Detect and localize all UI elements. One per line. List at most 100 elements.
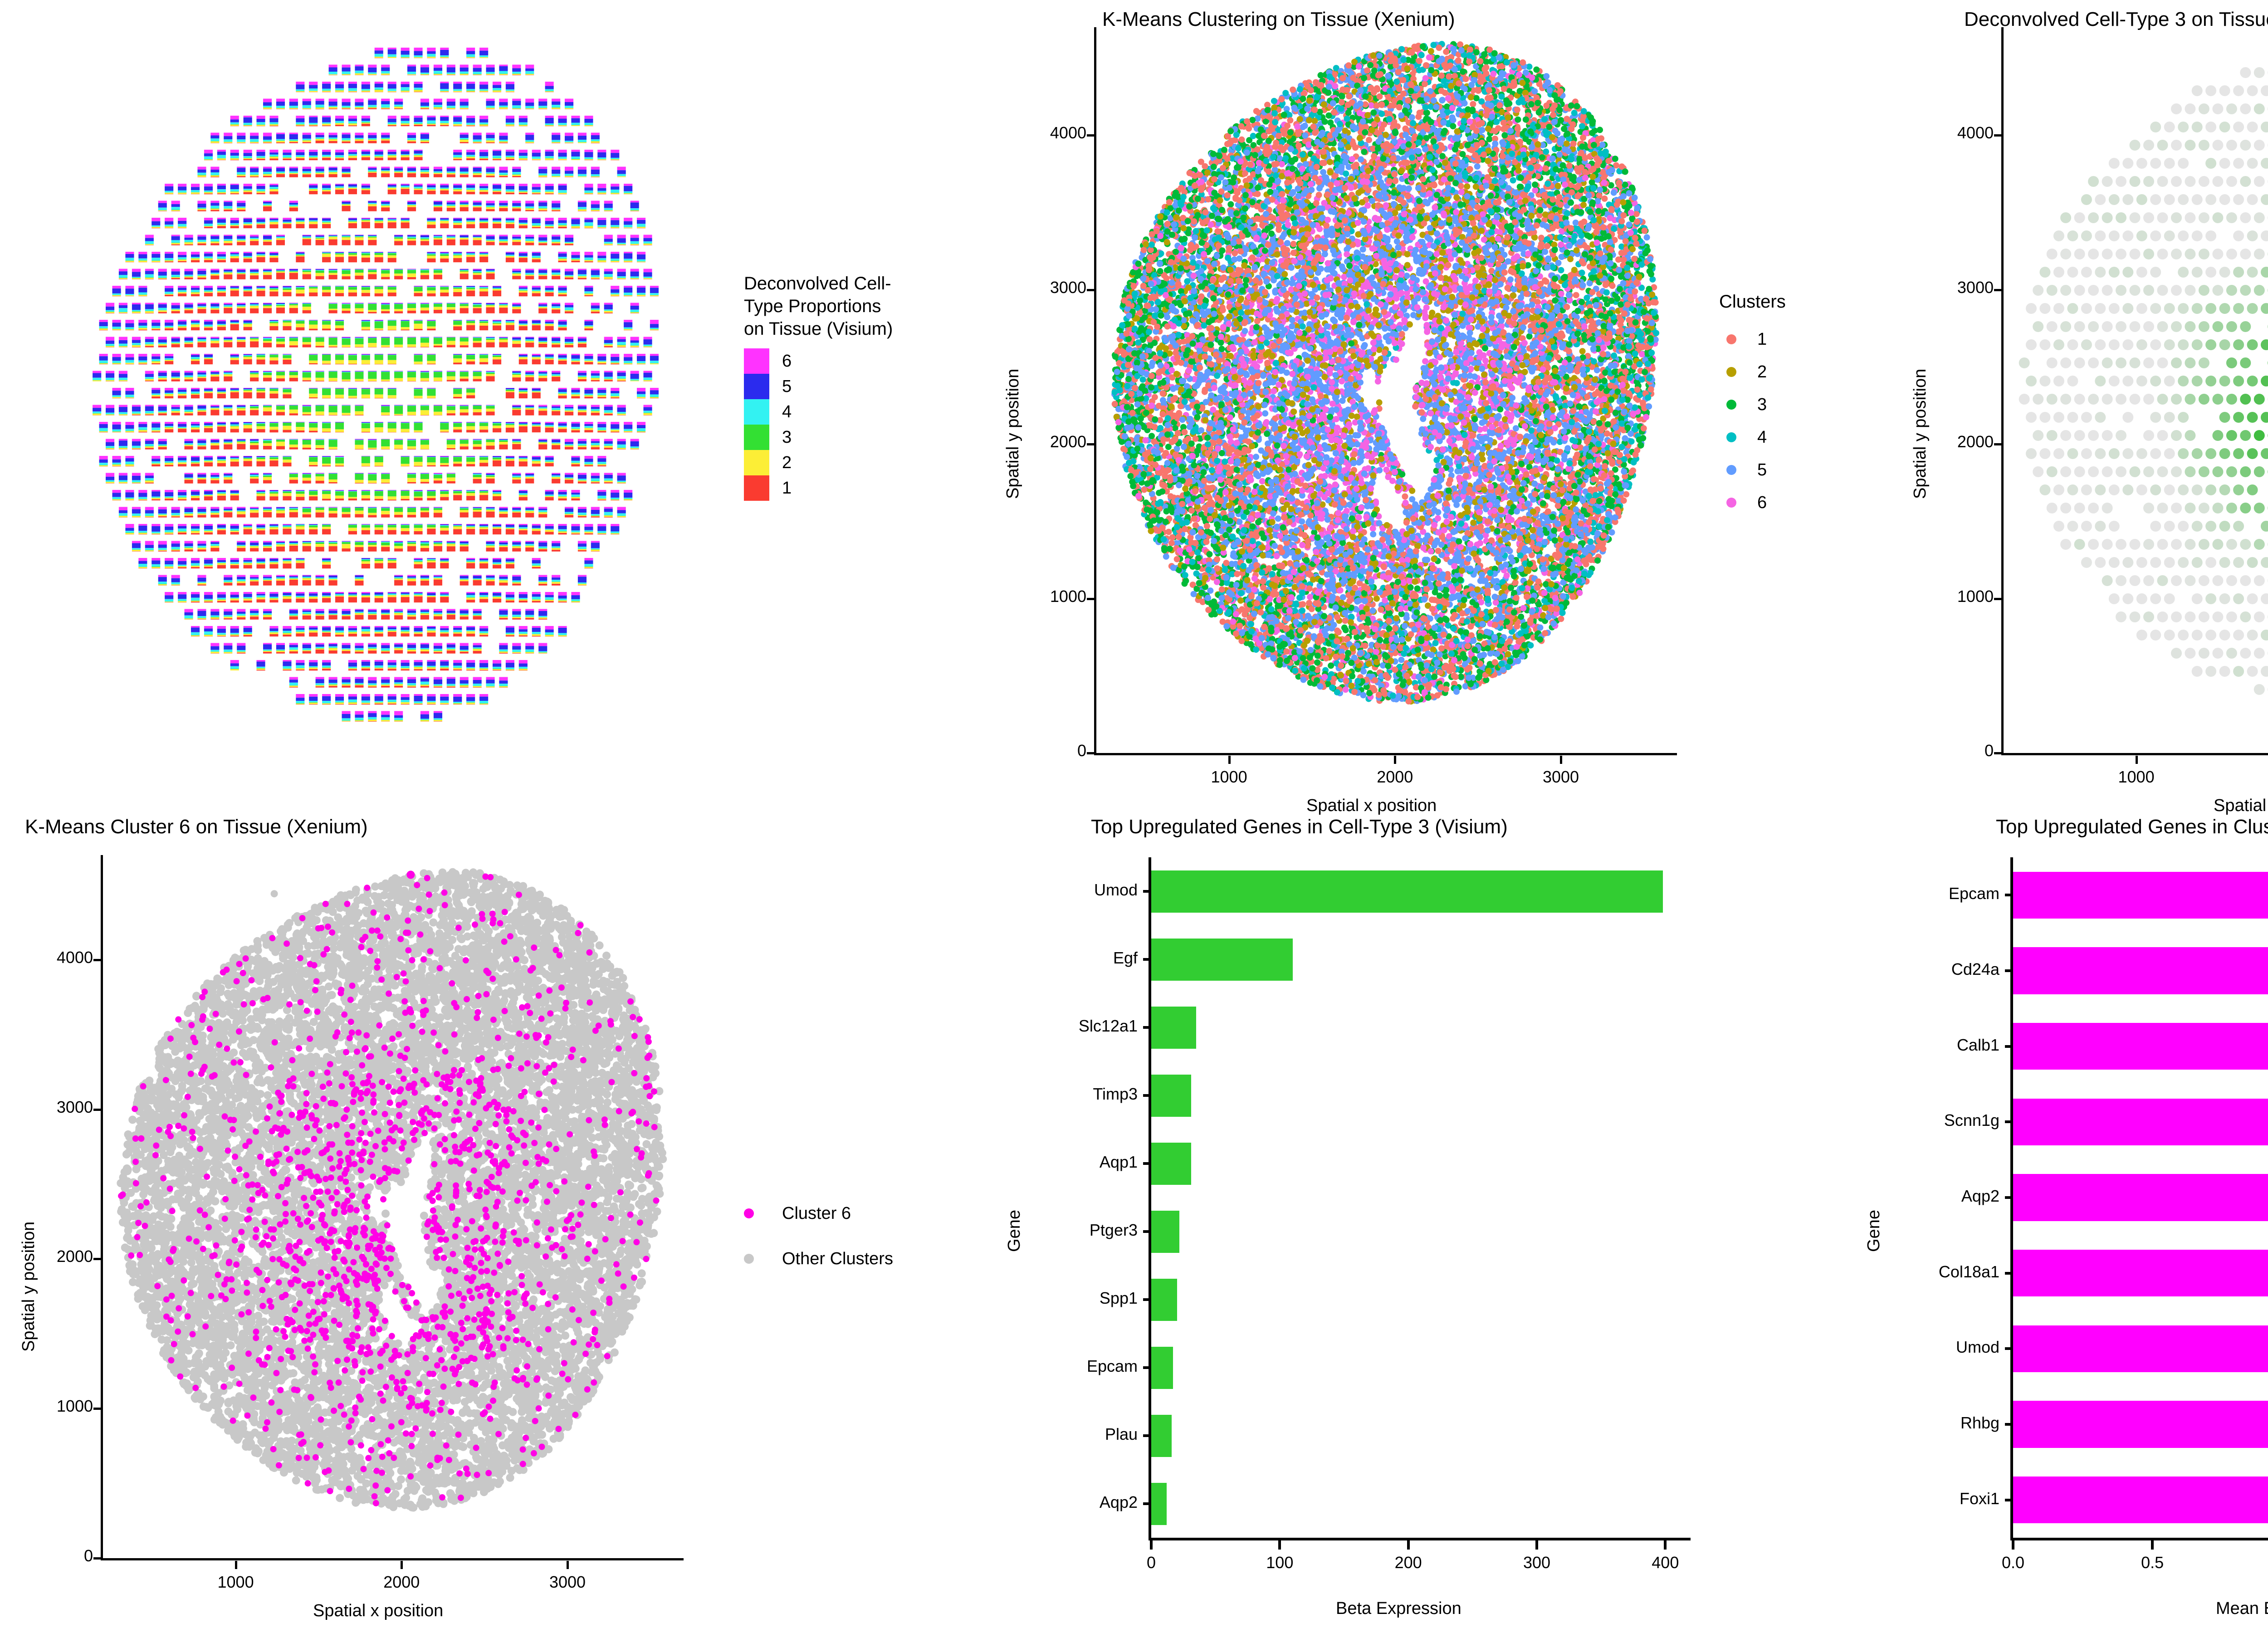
- gene-tick-mark: [1143, 1026, 1151, 1029]
- cluster6-legend-item[interactable]: Other Clusters: [744, 1236, 893, 1281]
- genes-xenium-y-axis-label: Gene: [1864, 1210, 1884, 1252]
- genes-xenium-x-axis-label: Mean Expression Difference: [2216, 1599, 2268, 1618]
- cluster-legend-item[interactable]: 5: [1719, 454, 1819, 486]
- celltype3-spot-scatter: [2019, 67, 2268, 695]
- y-tick-mark: [1087, 597, 1094, 600]
- cluster-legend-item[interactable]: 1: [1719, 323, 1819, 356]
- x-tick-label: 1.0: [2242, 1553, 2268, 1572]
- proportions-legend-item[interactable]: 5: [744, 374, 898, 399]
- proportions-legend-item[interactable]: 4: [744, 399, 898, 425]
- proportions-legend-item[interactable]: 6: [744, 348, 898, 374]
- gene-axis-label: Spp1: [970, 1289, 1138, 1308]
- gene-axis-label: Umod: [1832, 1338, 1999, 1357]
- gene-axis-label: Cd24a: [1832, 960, 1999, 979]
- y-tick-mark: [93, 1408, 101, 1410]
- kmeans-x-axis-label: Spatial x position: [1306, 796, 1437, 816]
- genes-xenium-y-axis-line: [2010, 857, 2013, 1540]
- y-tick-label: 4000: [1921, 123, 1994, 142]
- gene-axis-label: Umod: [970, 880, 1138, 900]
- gene-tick-mark: [2005, 1120, 2013, 1124]
- y-tick-label: 2000: [1014, 432, 1086, 451]
- x-tick-mark: [1394, 756, 1397, 764]
- gene-tick-mark: [1143, 1366, 1151, 1369]
- color-swatch-icon: [744, 475, 769, 501]
- x-tick-mark: [1535, 1540, 1538, 1550]
- proportions-legend-item[interactable]: 2: [744, 450, 898, 475]
- x-tick-mark: [1150, 1540, 1153, 1550]
- y-tick-mark: [1994, 752, 2001, 754]
- color-swatch-icon: [744, 450, 769, 475]
- gene-tick-mark: [1143, 1502, 1151, 1505]
- bar: [1151, 938, 1293, 981]
- panel-celltype3-visium: Deconvolved Cell-Type 3 on Tissue (Visiu…: [1814, 0, 2268, 815]
- gene-axis-label: Col18a1: [1832, 1262, 1999, 1281]
- gene-axis-label: Calb1: [1832, 1036, 1999, 1055]
- gene-tick-mark: [2005, 1271, 2013, 1275]
- bar: [1151, 1278, 1177, 1321]
- gene-tick-mark: [2005, 1423, 2013, 1426]
- cluster-color-dot-icon: [1726, 367, 1736, 377]
- color-swatch-icon: [744, 399, 769, 425]
- y-tick-mark: [93, 958, 101, 961]
- y-tick-mark: [1087, 288, 1094, 291]
- gene-axis-label: Slc12a1: [970, 1017, 1138, 1036]
- kmeans-y-axis-line: [1094, 27, 1096, 755]
- proportions-legend-item[interactable]: 3: [744, 425, 898, 450]
- bar: [1151, 1006, 1197, 1049]
- gene-tick-mark: [1143, 1434, 1151, 1437]
- cluster-legend-item[interactable]: 2: [1719, 356, 1819, 388]
- gene-axis-label: Egf: [970, 949, 1138, 968]
- y-tick-label: 3000: [1921, 278, 1994, 297]
- x-tick-label: 0.5: [2102, 1553, 2202, 1572]
- cluster6-color-dot-icon: [744, 1208, 754, 1218]
- panel-kmeans-clustering: K-Means Clustering on Tissue (Xenium) Sp…: [907, 0, 1814, 815]
- cluster6-y-axis-line: [101, 855, 103, 1560]
- proportions-legend: Deconvolved Cell-Type Proportions on Tis…: [744, 272, 898, 501]
- cluster-color-dot-icon: [1726, 334, 1736, 344]
- x-tick-mark: [235, 1561, 237, 1569]
- x-tick-label: 0: [1101, 1553, 1201, 1572]
- x-tick-label: 1000: [195, 1573, 277, 1592]
- y-tick-label: 3000: [20, 1098, 93, 1117]
- y-tick-label: 2000: [20, 1247, 93, 1266]
- y-tick-mark: [93, 1557, 101, 1560]
- kmeans-x-axis-line: [1094, 753, 1677, 755]
- bar: [2013, 1250, 2268, 1297]
- gene-axis-label: Epcam: [970, 1357, 1138, 1376]
- cluster-legend-label: 6: [1757, 493, 1767, 513]
- x-tick-mark: [1407, 1540, 1410, 1550]
- cluster-legend-item[interactable]: 4: [1719, 421, 1819, 454]
- celltype3-y-axis-line: [2001, 27, 2004, 755]
- bar: [1151, 870, 1663, 913]
- bar: [1151, 1346, 1173, 1389]
- cluster-legend-item[interactable]: 3: [1719, 388, 1819, 421]
- x-tick-label: 2000: [2261, 768, 2268, 787]
- proportions-spot-grid: [93, 48, 659, 722]
- gene-axis-label: Plau: [970, 1425, 1138, 1444]
- x-tick-label: 200: [1359, 1553, 1458, 1572]
- bar: [2013, 1098, 2268, 1145]
- cluster6-scatter: [117, 868, 667, 1512]
- proportions-legend-label: 4: [782, 402, 792, 422]
- y-tick-mark: [1087, 134, 1094, 137]
- y-tick-mark: [1994, 134, 2001, 137]
- gene-axis-label: Aqp1: [970, 1153, 1138, 1172]
- proportions-legend-item[interactable]: 1: [744, 475, 898, 501]
- gene-tick-mark: [1143, 958, 1151, 961]
- y-tick-label: 4000: [20, 948, 93, 967]
- cluster-color-dot-icon: [1726, 432, 1736, 442]
- x-tick-mark: [2151, 1540, 2154, 1550]
- bar: [2013, 1325, 2268, 1372]
- x-tick-mark: [1664, 1540, 1667, 1550]
- y-tick-label: 1000: [20, 1397, 93, 1416]
- cluster-legend-item[interactable]: 6: [1719, 486, 1819, 519]
- cluster6-legend-item[interactable]: Cluster 6: [744, 1191, 893, 1236]
- panel-top-genes-xenium: Top Upregulated Genes in Cluster 6 (Xeni…: [1814, 807, 2268, 1633]
- cluster6-y-axis-label: Spatial y position: [19, 1222, 39, 1352]
- y-tick-label: 1000: [1014, 587, 1086, 606]
- x-tick-label: 400: [1615, 1553, 1715, 1572]
- gene-axis-label: Aqp2: [1832, 1187, 1999, 1206]
- y-tick-mark: [1994, 443, 2001, 446]
- cluster-legend-label: 5: [1757, 460, 1767, 480]
- bar: [2013, 1401, 2268, 1448]
